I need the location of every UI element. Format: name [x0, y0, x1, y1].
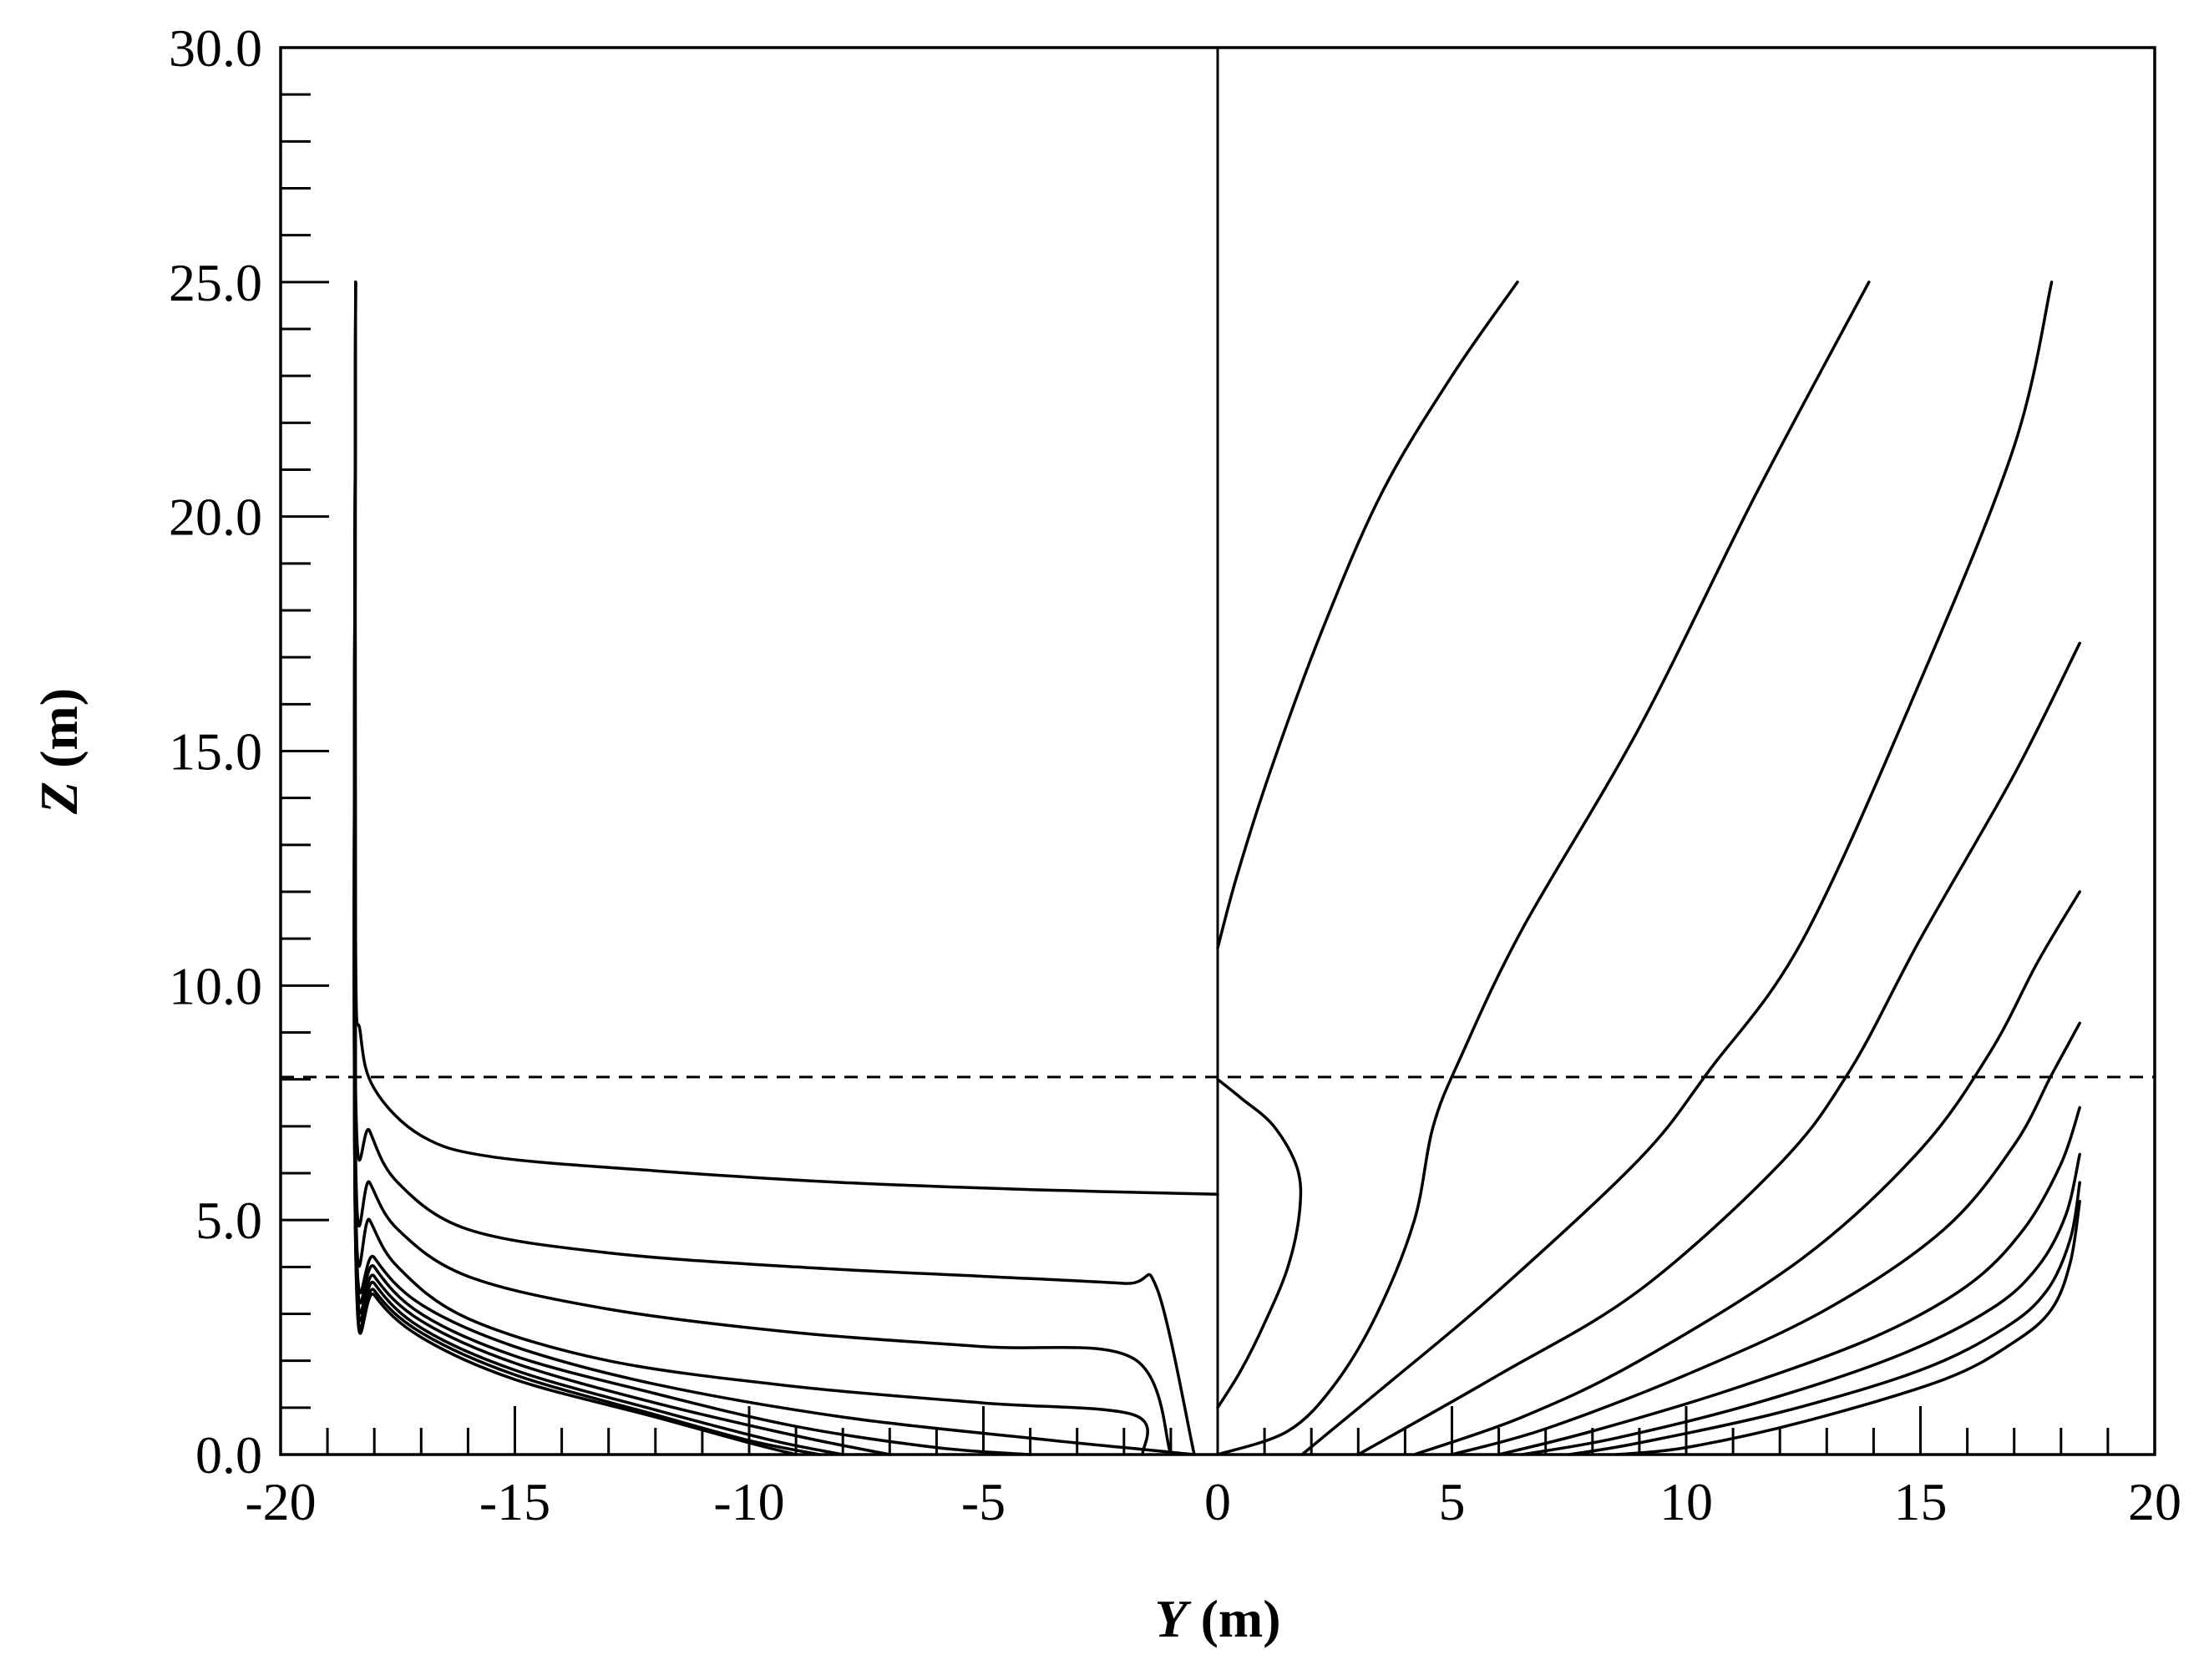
section-line-right: [1450, 1021, 2081, 1456]
y-axis-unit: (m): [29, 688, 89, 782]
x-tick-label: 20: [2128, 1472, 2181, 1531]
section-line-right: [1216, 281, 1871, 1456]
section-line-right: [1216, 281, 1519, 950]
x-axis-var: Y: [1154, 1589, 1191, 1648]
y-axis-title: Z (m): [29, 688, 89, 815]
section-line-left: [353, 281, 1219, 1197]
series-layer: [352, 281, 2081, 1456]
y-tick-label: 5.0: [195, 1191, 262, 1250]
x-axis-unit: (m): [1188, 1589, 1281, 1648]
y-axis-var: Z: [29, 782, 89, 815]
section-line-left: [352, 281, 821, 1456]
section-line-left: [352, 281, 1032, 1456]
section-line-left: [352, 281, 798, 1456]
labels-layer: -20 -15 -10 -5 0 5 10 15 20 0.0 5.0 10.0 15.0 20.0 25.…: [169, 18, 2181, 1531]
x-tick-label: -10: [713, 1472, 784, 1531]
section-line-right: [1216, 1077, 1303, 1409]
plot-frame: [279, 46, 2156, 1456]
section-line-right: [1412, 890, 2081, 1456]
x-tick-label: -15: [479, 1472, 550, 1531]
y-tick-label: 30.0: [169, 18, 262, 78]
section-line-right: [1614, 1199, 2081, 1456]
section-line-right: [1520, 1152, 2081, 1456]
x-tick-label: 15: [1894, 1472, 1948, 1531]
section-line-right: [1568, 1181, 2081, 1456]
section-line-left: [352, 281, 1196, 1456]
section-line-right: [1497, 1106, 2081, 1456]
y-tick-label: 15.0: [169, 722, 262, 782]
section-line-left: [352, 281, 892, 1456]
x-axis-title: Y (m): [1154, 1589, 1280, 1648]
y-tick-label: 0.0: [195, 1425, 262, 1485]
x-tick-label: 0: [1204, 1472, 1231, 1531]
section-line-right: [1300, 281, 2054, 1456]
x-tick-label: 5: [1439, 1472, 1466, 1531]
section-line-left: [352, 281, 1196, 1456]
y-tick-label: 25.0: [169, 253, 262, 312]
y-tick-label: 20.0: [169, 488, 262, 547]
section-line-right: [1356, 641, 2081, 1456]
x-tick-label: -20: [245, 1472, 316, 1531]
x-tick-label: 10: [1659, 1472, 1713, 1531]
section-line-left: [352, 281, 844, 1456]
x-tick-label: -5: [961, 1472, 1006, 1531]
y-tick-label: 10.0: [169, 956, 262, 1015]
